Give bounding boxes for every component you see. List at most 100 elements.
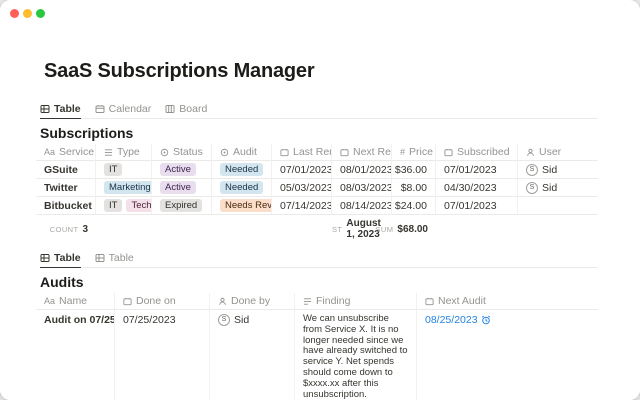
status-cell[interactable]: Expired: [152, 197, 212, 215]
column-header-name[interactable]: Aa Name: [36, 293, 115, 310]
column-header-type[interactable]: Type: [96, 144, 152, 161]
date-property-icon: [444, 148, 453, 156]
status-tag: Active: [160, 163, 196, 176]
status-property-icon: [160, 148, 169, 156]
date-property-icon: [340, 148, 349, 156]
column-header-filler: [510, 293, 598, 310]
date-property-icon: [280, 148, 289, 156]
rich-text-property-icon: [303, 297, 312, 305]
name-cell[interactable]: Audit on 07/25/2023: [36, 310, 115, 400]
window-controls: [10, 9, 45, 18]
column-header-done-by[interactable]: Done by: [210, 293, 295, 310]
audit-tag: Needed: [220, 181, 264, 194]
last-renewal-cell[interactable]: 07/01/2023: [272, 161, 332, 179]
date-property-icon: [123, 297, 132, 305]
count-aggregate[interactable]: COUNT 3: [49, 223, 88, 235]
subscriptions-aggregates: COUNT 3 ST August 1, 2023 SUM $68.00: [36, 215, 598, 240]
column-header-next-renewal[interactable]: Next Renewal: [332, 144, 392, 161]
number-property-icon: #: [400, 147, 406, 157]
zoom-window-icon[interactable]: [36, 9, 45, 18]
service-cell[interactable]: GSuite: [36, 161, 96, 179]
column-header-audit[interactable]: Audit: [212, 144, 272, 161]
person-property-icon: [527, 148, 534, 156]
price-cell[interactable]: $8.00: [392, 179, 436, 197]
audits-view-tabs: Table Table: [40, 252, 598, 268]
calendar-icon: [95, 105, 105, 113]
date-property-icon: [425, 297, 434, 305]
subscriptions-view-tabs: Table Calendar Board: [40, 103, 598, 119]
tab-table-active[interactable]: Table: [40, 252, 81, 268]
column-header-next-audit[interactable]: Next Audit: [417, 293, 510, 310]
type-cell[interactable]: Marketing: [96, 179, 152, 197]
type-cell[interactable]: IT: [96, 161, 152, 179]
next-renewal-cell[interactable]: 08/03/2023: [332, 179, 392, 197]
row-filler: [562, 197, 598, 215]
next-renewal-cell[interactable]: 08/01/2023: [332, 161, 392, 179]
user-cell[interactable]: [518, 197, 562, 215]
tab-board[interactable]: Board: [165, 103, 207, 119]
minimize-window-icon[interactable]: [23, 9, 32, 18]
column-header-service[interactable]: Aa Service: [36, 144, 96, 161]
audit-cell[interactable]: Needed: [212, 179, 272, 197]
price-cell[interactable]: $24.00: [392, 197, 436, 215]
tab-label: Calendar: [108, 103, 152, 115]
last-renewal-cell[interactable]: 05/03/2023: [272, 179, 332, 197]
sum-aggregate[interactable]: SUM $68.00: [375, 223, 428, 235]
user-avatar: S: [526, 181, 538, 194]
status-cell[interactable]: Active: [152, 179, 212, 197]
service-cell[interactable]: Twitter: [36, 179, 96, 197]
service-cell[interactable]: Bitbucket: [36, 197, 96, 215]
column-header-last-renewal[interactable]: Last Renewal: [272, 144, 332, 161]
alarm-clock-icon: [481, 315, 490, 325]
audit-tag: Needed: [220, 163, 264, 176]
next-renewal-cell[interactable]: 08/14/2023: [332, 197, 392, 215]
page-title[interactable]: SaaS Subscriptions Manager: [44, 60, 315, 82]
tab-table-inactive[interactable]: Table: [95, 252, 134, 268]
column-header-subscribed[interactable]: Subscribed: [436, 144, 518, 161]
tab-calendar[interactable]: Calendar: [95, 103, 152, 119]
tab-label: Table: [108, 252, 134, 264]
last-renewal-cell[interactable]: 07/14/2023: [272, 197, 332, 215]
status-tag: Expired: [160, 199, 203, 212]
board-icon: [165, 105, 175, 113]
earliest-aggregate[interactable]: ST August 1, 2023: [332, 218, 381, 240]
user-cell[interactable]: S Sid: [518, 161, 562, 179]
done-on-cell[interactable]: 07/25/2023: [115, 310, 210, 400]
text-property-icon: Aa: [44, 296, 56, 306]
subscriptions-title[interactable]: Subscriptions: [40, 125, 134, 141]
list-property-icon: [104, 148, 113, 156]
subscribed-cell[interactable]: 04/30/2023: [436, 179, 518, 197]
row-filler: [510, 310, 598, 400]
next-audit-cell[interactable]: 08/25/2023: [417, 310, 510, 400]
column-header-filler: [562, 144, 598, 161]
column-header-status[interactable]: Status: [152, 144, 212, 161]
finding-cell[interactable]: We can unsubscribe from Service X. It is…: [295, 310, 417, 400]
audits-table: Aa Name Done on Done by Finding Next Audi…: [36, 293, 598, 400]
subscribed-cell[interactable]: 07/01/2023: [436, 197, 518, 215]
close-window-icon[interactable]: [10, 9, 19, 18]
reminder-date: 08/25/2023: [425, 314, 491, 326]
table-icon: [40, 105, 50, 113]
price-cell[interactable]: $36.00: [392, 161, 436, 179]
audit-cell[interactable]: Needed: [212, 161, 272, 179]
status-cell[interactable]: Active: [152, 161, 212, 179]
row-filler: [562, 161, 598, 179]
type-cell[interactable]: IT Tech: [96, 197, 152, 215]
tab-label: Board: [179, 103, 208, 115]
column-header-user[interactable]: User: [518, 144, 562, 161]
audit-cell[interactable]: Needs Review: [212, 197, 272, 215]
done-by-cell[interactable]: S Sid: [210, 310, 295, 400]
column-header-price[interactable]: # Price: [392, 144, 436, 161]
user-cell[interactable]: S Sid: [518, 179, 562, 197]
tab-table[interactable]: Table: [40, 103, 81, 119]
column-header-done-on[interactable]: Done on: [115, 293, 210, 310]
tab-label: Table: [54, 103, 81, 115]
column-header-finding[interactable]: Finding: [295, 293, 417, 310]
audits-title[interactable]: Audits: [40, 274, 84, 290]
subscribed-cell[interactable]: 07/01/2023: [436, 161, 518, 179]
status-tag: Active: [160, 181, 196, 194]
text-property-icon: Aa: [44, 147, 56, 157]
